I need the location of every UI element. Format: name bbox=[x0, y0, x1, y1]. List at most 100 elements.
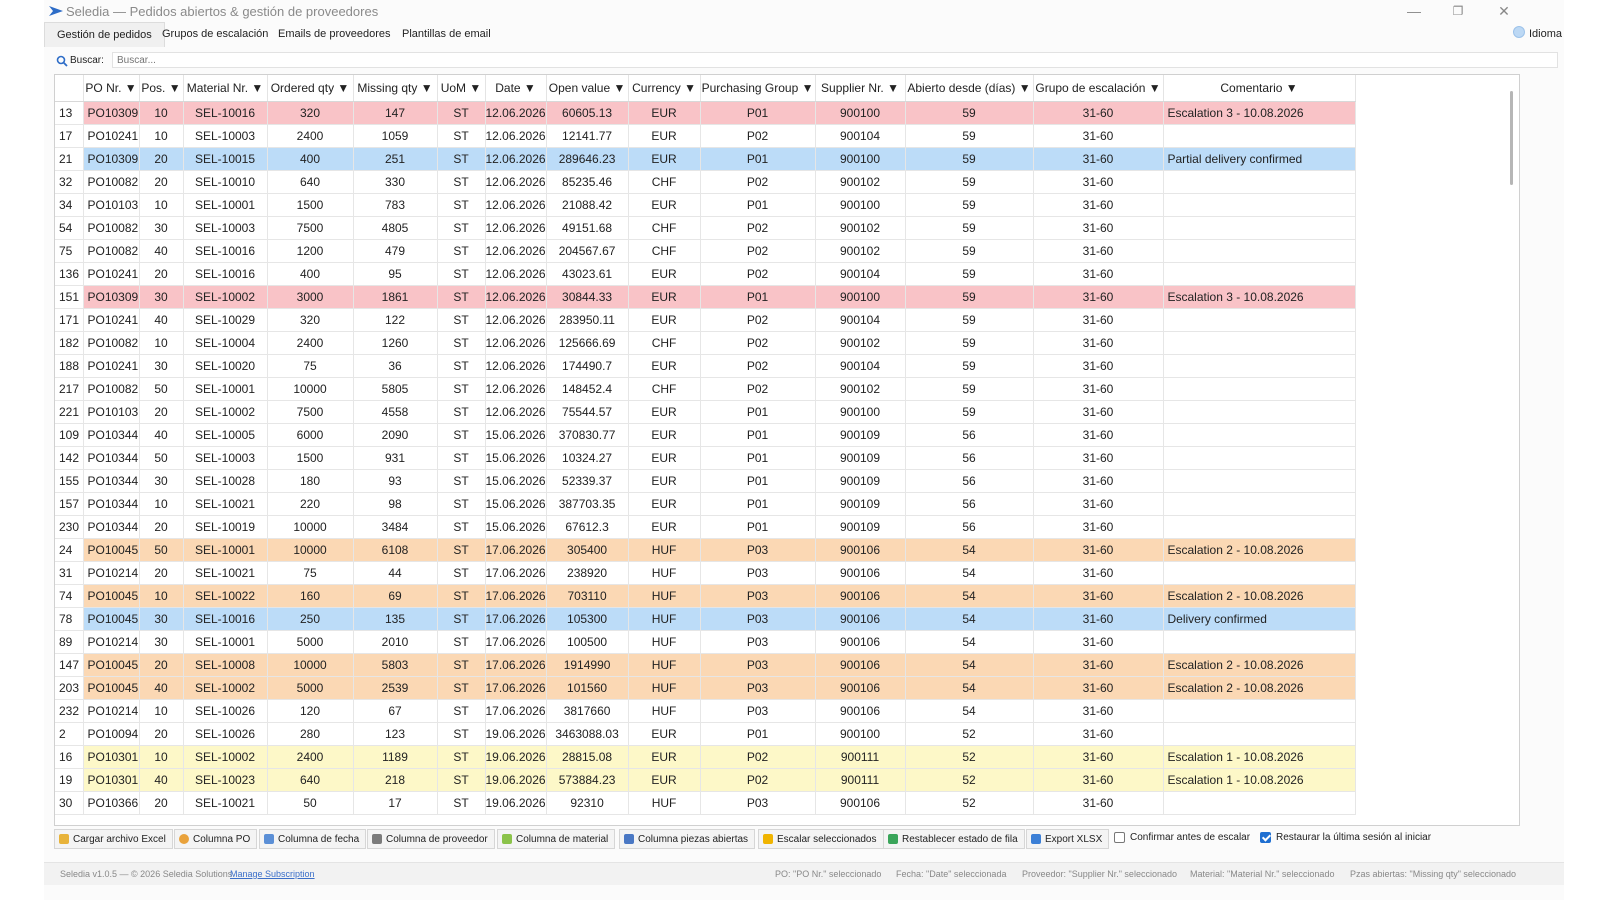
supplier-cell[interactable]: 900100 bbox=[815, 285, 906, 309]
missing-qty-cell[interactable]: 5805 bbox=[353, 377, 438, 401]
material-cell[interactable]: SEL-10002 bbox=[183, 400, 268, 424]
comment-cell[interactable] bbox=[1163, 262, 1356, 286]
days-open-cell[interactable]: 59 bbox=[905, 216, 1034, 240]
row-index-cell[interactable]: 34 bbox=[55, 193, 84, 217]
po-number-cell[interactable]: PO10082 bbox=[83, 331, 140, 355]
po-number-cell[interactable]: PO10214 bbox=[83, 561, 140, 585]
open-value-cell[interactable]: 60605.13 bbox=[546, 101, 629, 125]
escalation-group-cell[interactable]: 31-60 bbox=[1033, 469, 1164, 493]
position-cell[interactable]: 40 bbox=[139, 676, 184, 700]
escalation-group-cell[interactable]: 31-60 bbox=[1033, 400, 1164, 424]
open-value-cell[interactable]: 85235.46 bbox=[546, 170, 629, 194]
uom-cell[interactable]: ST bbox=[437, 469, 486, 493]
comment-cell[interactable] bbox=[1163, 791, 1356, 815]
table-row[interactable]: 136 PO10241 20 SEL-10016 400 95 ST 12.06.2026 43… bbox=[55, 262, 1356, 286]
po-number-cell[interactable]: PO10094 bbox=[83, 722, 140, 746]
purchasing-group-cell[interactable]: P01 bbox=[700, 193, 816, 217]
missing-qty-cell[interactable]: 2010 bbox=[353, 630, 438, 654]
table-row[interactable]: 32 PO10082 20 SEL-10010 640 330 ST 12.06.2026 85… bbox=[55, 170, 1356, 194]
ordered-qty-cell[interactable]: 1500 bbox=[267, 446, 354, 470]
days-open-cell[interactable]: 56 bbox=[905, 469, 1034, 493]
purchasing-group-cell[interactable]: P02 bbox=[700, 170, 816, 194]
material-cell[interactable]: SEL-10005 bbox=[183, 423, 268, 447]
po-number-cell[interactable]: PO10103 bbox=[83, 400, 140, 424]
date-cell[interactable]: 12.06.2026 bbox=[485, 354, 547, 378]
open-value-cell[interactable]: 21088.42 bbox=[546, 193, 629, 217]
days-open-cell[interactable]: 56 bbox=[905, 492, 1034, 516]
purchasing-group-cell[interactable]: P01 bbox=[700, 400, 816, 424]
po-number-cell[interactable]: PO10082 bbox=[83, 170, 140, 194]
purchasing-group-cell[interactable]: P01 bbox=[700, 515, 816, 539]
row-index-cell[interactable]: 24 bbox=[55, 538, 84, 562]
po-number-cell[interactable]: PO10309 bbox=[83, 147, 140, 171]
escalation-group-cell[interactable]: 31-60 bbox=[1033, 285, 1164, 309]
missing-qty-cell[interactable]: 4558 bbox=[353, 400, 438, 424]
ordered-qty-cell[interactable]: 10000 bbox=[267, 377, 354, 401]
ordered-qty-cell[interactable]: 50 bbox=[267, 791, 354, 815]
position-cell[interactable]: 10 bbox=[139, 699, 184, 723]
position-cell[interactable]: 10 bbox=[139, 331, 184, 355]
date-cell[interactable]: 17.06.2026 bbox=[485, 699, 547, 723]
uom-cell[interactable]: ST bbox=[437, 745, 486, 769]
currency-cell[interactable]: EUR bbox=[628, 147, 701, 171]
table-row[interactable]: 89 PO10214 30 SEL-10001 5000 2010 ST 17.06.2026… bbox=[55, 630, 1356, 654]
comment-cell[interactable]: Escalation 1 - 10.08.2026 bbox=[1163, 745, 1356, 769]
open-value-cell[interactable]: 12141.77 bbox=[546, 124, 629, 148]
row-index-cell[interactable]: 17 bbox=[55, 124, 84, 148]
date-column-button[interactable]: Columna de fecha bbox=[259, 829, 367, 849]
escalation-group-cell[interactable]: 31-60 bbox=[1033, 216, 1164, 240]
ordered-qty-cell[interactable]: 280 bbox=[267, 722, 354, 746]
comment-cell[interactable] bbox=[1163, 170, 1356, 194]
date-cell[interactable]: 12.06.2026 bbox=[485, 239, 547, 263]
escalation-group-cell[interactable]: 31-60 bbox=[1033, 423, 1164, 447]
row-index-cell[interactable]: 232 bbox=[55, 699, 84, 723]
days-open-cell[interactable]: 59 bbox=[905, 308, 1034, 332]
po-number-cell[interactable]: PO10344 bbox=[83, 515, 140, 539]
escalation-group-cell[interactable]: 31-60 bbox=[1033, 768, 1164, 792]
days-open-cell[interactable]: 59 bbox=[905, 262, 1034, 286]
column-header[interactable]: Supplier Nr. ▼ bbox=[815, 75, 906, 102]
comment-cell[interactable] bbox=[1163, 400, 1356, 424]
missing-qty-cell[interactable]: 1260 bbox=[353, 331, 438, 355]
days-open-cell[interactable]: 56 bbox=[905, 423, 1034, 447]
table-row[interactable]: 74 PO10045 10 SEL-10022 160 69 ST 17.06.2026 703… bbox=[55, 584, 1356, 608]
days-open-cell[interactable]: 54 bbox=[905, 584, 1034, 608]
position-cell[interactable]: 30 bbox=[139, 630, 184, 654]
escalation-group-cell[interactable]: 31-60 bbox=[1033, 124, 1164, 148]
po-number-cell[interactable]: PO10241 bbox=[83, 308, 140, 332]
position-cell[interactable]: 40 bbox=[139, 239, 184, 263]
uom-cell[interactable]: ST bbox=[437, 768, 486, 792]
supplier-cell[interactable]: 900109 bbox=[815, 423, 906, 447]
currency-cell[interactable]: EUR bbox=[628, 423, 701, 447]
missing-qty-cell[interactable]: 330 bbox=[353, 170, 438, 194]
currency-cell[interactable]: EUR bbox=[628, 745, 701, 769]
position-cell[interactable]: 20 bbox=[139, 515, 184, 539]
position-cell[interactable]: 20 bbox=[139, 722, 184, 746]
missing-qty-cell[interactable]: 3484 bbox=[353, 515, 438, 539]
open-value-cell[interactable]: 148452.4 bbox=[546, 377, 629, 401]
date-cell[interactable]: 17.06.2026 bbox=[485, 584, 547, 608]
uom-cell[interactable]: ST bbox=[437, 791, 486, 815]
open-value-cell[interactable]: 3817660 bbox=[546, 699, 629, 723]
supplier-column-button[interactable]: Columna de proveedor bbox=[367, 829, 495, 849]
days-open-cell[interactable]: 59 bbox=[905, 285, 1034, 309]
ordered-qty-cell[interactable]: 320 bbox=[267, 101, 354, 125]
days-open-cell[interactable]: 59 bbox=[905, 170, 1034, 194]
open-value-cell[interactable]: 289646.23 bbox=[546, 147, 629, 171]
date-cell[interactable]: 12.06.2026 bbox=[485, 377, 547, 401]
date-cell[interactable]: 12.06.2026 bbox=[485, 147, 547, 171]
minimize-button[interactable]: — bbox=[1407, 3, 1421, 19]
row-index-cell[interactable]: 217 bbox=[55, 377, 84, 401]
supplier-cell[interactable]: 900111 bbox=[815, 745, 906, 769]
escalation-group-cell[interactable]: 31-60 bbox=[1033, 446, 1164, 470]
supplier-cell[interactable]: 900100 bbox=[815, 101, 906, 125]
currency-cell[interactable]: EUR bbox=[628, 354, 701, 378]
table-row[interactable]: 2 PO10094 20 SEL-10026 280 123 ST 19.06.2026 346… bbox=[55, 722, 1356, 746]
po-number-cell[interactable]: PO10045 bbox=[83, 584, 140, 608]
currency-cell[interactable]: HUF bbox=[628, 538, 701, 562]
escalation-group-cell[interactable]: 31-60 bbox=[1033, 538, 1164, 562]
row-index-cell[interactable]: 89 bbox=[55, 630, 84, 654]
purchasing-group-cell[interactable]: P01 bbox=[700, 722, 816, 746]
open-value-cell[interactable]: 105300 bbox=[546, 607, 629, 631]
uom-cell[interactable]: ST bbox=[437, 262, 486, 286]
